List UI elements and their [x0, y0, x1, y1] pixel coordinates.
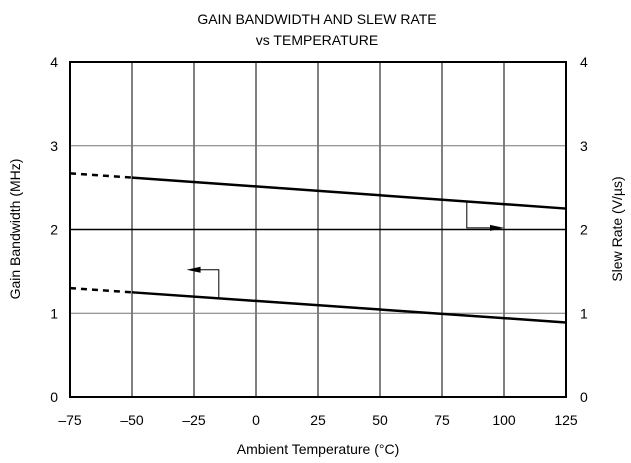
chart-subtitle: vs TEMPERATURE [256, 32, 378, 48]
y-right-tick-label: 1 [580, 305, 588, 321]
x-tick-label: 125 [554, 412, 578, 428]
series-1-line [131, 176, 567, 210]
grid [70, 62, 566, 397]
x-tick-labels: –75 –50 –25 0 25 50 75 100 125 [58, 412, 578, 428]
y-left-tick-label: 3 [50, 138, 58, 154]
y-right-tick-labels: 0 1 2 3 4 [580, 54, 588, 405]
arrow-right-line [466, 201, 496, 229]
series-2-line [131, 291, 567, 324]
x-tick-label: –25 [182, 412, 206, 428]
series-layer [69, 172, 567, 324]
x-tick-label: –75 [58, 412, 82, 428]
arrow-right-head [490, 224, 504, 231]
x-axis-label: Ambient Temperature (°C) [237, 441, 400, 457]
y-right-tick-label: 0 [580, 389, 588, 405]
x-tick-label: 75 [434, 412, 450, 428]
x-tick-label: 100 [492, 412, 516, 428]
y-left-tick-labels: 0 1 2 3 4 [50, 54, 58, 405]
annotation-layer [186, 201, 504, 299]
y-right-tick-label: 3 [580, 138, 588, 154]
y-left-tick-label: 4 [50, 54, 58, 70]
y-left-axis-label: Gain Bandwidth (MHz) [7, 159, 23, 300]
x-tick-label: –50 [120, 412, 144, 428]
x-tick-label: 25 [310, 412, 326, 428]
arrow-left-line [194, 269, 220, 299]
y-left-tick-label: 2 [50, 222, 58, 238]
series-1-extrapolated-line [69, 172, 133, 179]
arrow-left-head [186, 266, 201, 273]
chart-title: GAIN BANDWIDTH AND SLEW RATE [197, 11, 436, 27]
y-right-axis-label: Slew Rate (V/µs) [609, 176, 625, 281]
x-tick-label: 50 [372, 412, 388, 428]
x-tick-label: 0 [252, 412, 260, 428]
y-left-tick-label: 0 [50, 389, 58, 405]
y-left-tick-label: 1 [50, 305, 58, 321]
plot-frame [69, 61, 567, 398]
y-right-tick-label: 2 [580, 222, 588, 238]
y-right-tick-label: 4 [580, 54, 588, 70]
series-2-extrapolated-line [69, 286, 133, 294]
